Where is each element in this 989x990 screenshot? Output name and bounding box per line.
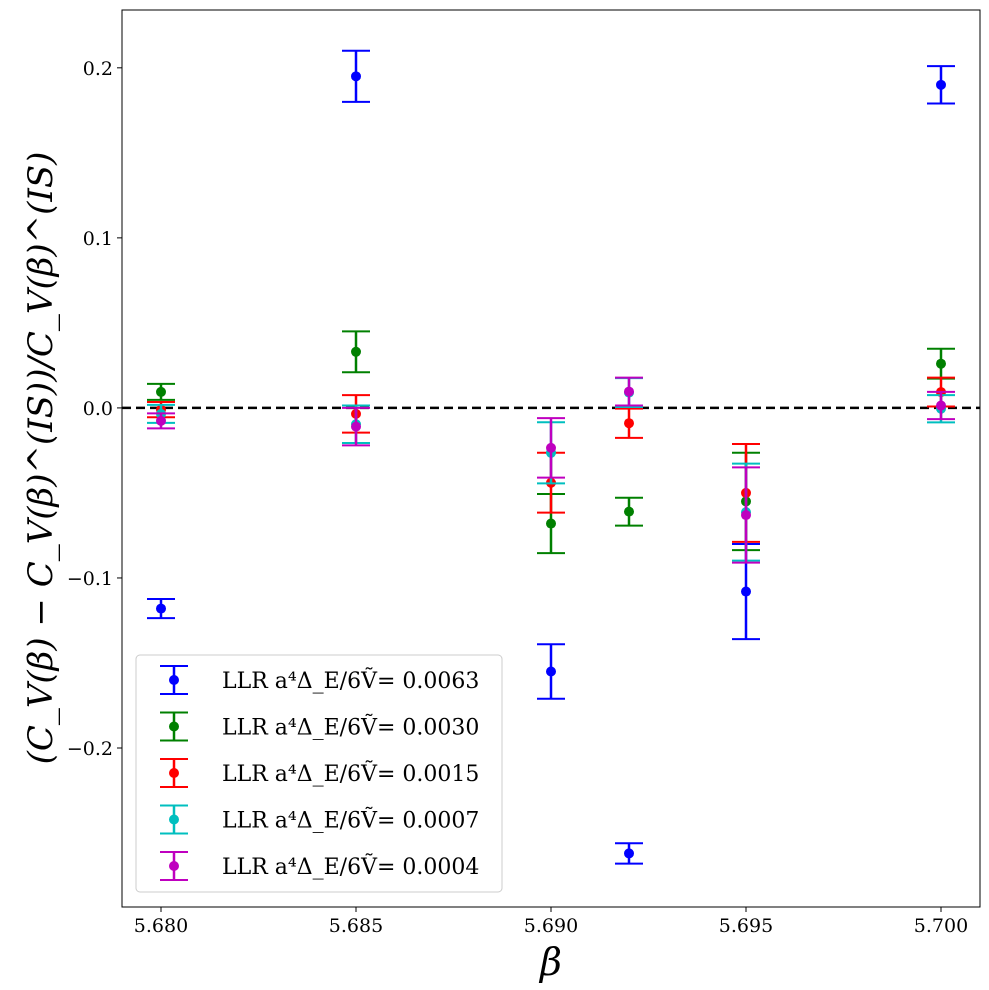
legend-entry: LLR a⁴Δ_E/6Ṽ= 0.0063	[160, 665, 479, 695]
legend-label: LLR a⁴Δ_E/6Ṽ= 0.0004	[222, 852, 479, 880]
data-point	[546, 666, 556, 677]
y-axis: −0.2 −0.1 0.0 0.1 0.2	[67, 58, 122, 760]
data-point	[624, 386, 634, 397]
data-point	[624, 418, 634, 429]
y-tick-label: 0.1	[83, 228, 113, 250]
series-1	[147, 330, 955, 555]
legend-frame	[135, 654, 503, 893]
x-tick-label: 5.700	[914, 915, 968, 937]
y-tick-label: −0.2	[67, 738, 113, 760]
data-point	[156, 603, 166, 614]
data-point	[546, 442, 556, 453]
data-series-group	[147, 49, 955, 865]
x-tick-label: 5.690	[524, 915, 578, 937]
data-point	[351, 421, 361, 432]
legend-entry: LLR a⁴Δ_E/6Ṽ= 0.0004	[160, 851, 479, 881]
data-point	[624, 506, 634, 517]
legend-entry: LLR a⁴Δ_E/6Ṽ= 0.0007	[160, 804, 479, 835]
data-point	[156, 386, 166, 397]
data-point	[546, 518, 556, 529]
legend-marker-icon	[169, 768, 179, 778]
series-0	[147, 49, 955, 865]
series-4	[147, 376, 955, 564]
legend-marker-icon	[169, 861, 179, 871]
x-axis-label: β	[538, 940, 562, 984]
legend-label: LLR a⁴Δ_E/6Ṽ= 0.0015	[222, 759, 479, 787]
legend-marker-icon	[169, 721, 179, 732]
legend-label: LLR a⁴Δ_E/6Ṽ= 0.0030	[222, 713, 479, 741]
legend-marker-icon	[169, 814, 179, 825]
data-point	[156, 415, 166, 426]
data-point	[936, 79, 946, 90]
legend-entry: LLR a⁴Δ_E/6Ṽ= 0.0015	[160, 758, 479, 788]
x-tick-label: 5.680	[134, 915, 188, 937]
data-point	[741, 586, 751, 597]
y-tick-label: −0.1	[67, 568, 113, 590]
x-axis: 5.680 5.685 5.690 5.695 5.700	[134, 907, 968, 937]
legend-entry: LLR a⁴Δ_E/6Ṽ= 0.0030	[160, 711, 479, 742]
data-point	[351, 346, 361, 357]
y-tick-label: 0.2	[83, 58, 113, 80]
data-point	[936, 358, 946, 369]
legend: LLR a⁴Δ_E/6Ṽ= 0.0063 LLR a⁴Δ_E/6Ṽ= 0.0030…	[135, 654, 503, 893]
x-tick-label: 5.695	[719, 915, 773, 937]
y-tick-label: 0.0	[83, 398, 113, 420]
data-point	[351, 71, 361, 82]
data-point	[936, 400, 946, 411]
y-axis-label: (C_V(β) − C_V(β)^(IS))/C_V(β)^(IS)	[21, 152, 61, 765]
data-point	[741, 510, 751, 521]
legend-label: LLR a⁴Δ_E/6Ṽ= 0.0007	[222, 806, 479, 834]
data-point	[624, 848, 634, 859]
x-tick-label: 5.685	[329, 915, 383, 937]
legend-marker-icon	[169, 675, 179, 685]
legend-label: LLR a⁴Δ_E/6Ṽ= 0.0063	[222, 666, 479, 694]
